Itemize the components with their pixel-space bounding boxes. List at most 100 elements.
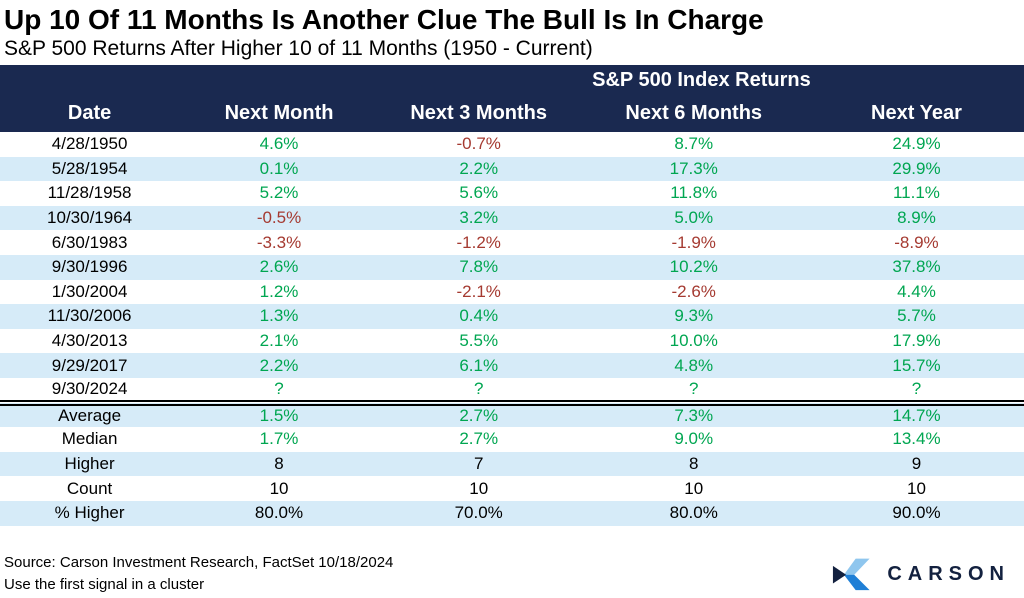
summary-label: Median — [61, 429, 118, 449]
table-row: 4/28/1950 4.6% -0.7% 8.7% 24.9% — [0, 132, 1024, 157]
value-cell: 2.2% — [259, 355, 299, 375]
value-cell: -0.7% — [456, 134, 501, 154]
date-cell: 11/28/1958 — [47, 183, 132, 203]
value-cell: 5.7% — [897, 306, 936, 326]
value-cell: 13.4% — [892, 429, 941, 449]
col-header-next-6-months: Next 6 Months — [578, 95, 809, 132]
column-header-row: Date Next Month Next 3 Months Next 6 Mon… — [0, 95, 1024, 132]
value-cell: 5.6% — [459, 183, 499, 203]
value-cell: 0.4% — [459, 306, 499, 326]
group-header: S&P 500 Index Returns — [378, 65, 1024, 95]
value-cell: 11.1% — [892, 183, 940, 203]
value-cell: 7.3% — [578, 399, 809, 428]
value-cell: -2.1% — [456, 281, 501, 301]
value-cell: 8 — [688, 454, 699, 474]
carson-logo: CARSON — [830, 553, 1010, 595]
summary-row: Median 1.7% 2.7% 9.0% 13.4% — [0, 427, 1024, 452]
value-cell: 2.7% — [459, 429, 499, 449]
value-cell: 9.3% — [674, 306, 714, 326]
value-cell: 1.3% — [259, 306, 299, 326]
infographic: Up 10 Of 11 Months Is Another Clue The B… — [0, 4, 1024, 593]
value-cell: 2.6% — [259, 257, 299, 277]
value-cell: 1.5% — [179, 399, 379, 428]
value-cell: 4.4% — [897, 281, 936, 301]
col-header-next-year: Next Year — [808, 95, 1024, 132]
date-cell: 4/30/2013 — [51, 331, 128, 351]
table-row: 1/30/2004 1.2% -2.1% -2.6% 4.4% — [0, 279, 1024, 305]
date-cell: 5/28/1954 — [51, 158, 128, 178]
value-cell: ? — [274, 378, 284, 398]
col-header-date: Date — [0, 95, 180, 132]
date-cell: 4/28/1950 — [51, 134, 128, 154]
summary-label: Average — [0, 399, 180, 428]
group-header-row: S&P 500 Index Returns — [0, 65, 1024, 95]
source-text: Source: Carson Investment Research, Fact… — [4, 554, 394, 571]
table-row: 11/30/2006 1.3% 0.4% 9.3% 5.7% — [0, 304, 1024, 329]
value-cell: 5.2% — [259, 183, 299, 203]
value-cell: ? — [688, 378, 699, 398]
value-cell: 5.5% — [459, 331, 499, 351]
date-cell: 11/30/2006 — [47, 306, 132, 326]
carson-logo-icon — [833, 558, 870, 591]
summary-label: % Higher — [54, 503, 125, 523]
value-cell: ? — [911, 378, 922, 398]
value-cell: 80.0% — [669, 503, 718, 523]
group-header-spacer — [0, 65, 379, 95]
value-cell: 10.2% — [669, 257, 718, 277]
returns-table-body: 4/28/1950 4.6% -0.7% 8.7% 24.9% 5/28/1954 0.1%… — [0, 132, 1024, 526]
value-cell: 11.8% — [670, 183, 718, 203]
value-cell: 17.9% — [892, 331, 941, 351]
page-title: Up 10 Of 11 Months Is Another Clue The B… — [4, 4, 764, 35]
value-cell: 80.0% — [254, 503, 304, 523]
returns-table: S&P 500 Index Returns Date Next Month Ne… — [0, 65, 1024, 526]
date-cell: 6/30/1983 — [51, 232, 128, 252]
date-cell: 10/30/1964 — [47, 208, 133, 228]
value-cell: 8.7% — [674, 134, 714, 154]
value-cell: 10.0% — [669, 331, 718, 351]
table-row: 11/28/1958 5.2% 5.6% 11.8% 11.1% — [0, 181, 1024, 206]
date-cell: 9/29/2017 — [51, 355, 128, 375]
value-cell: ? — [473, 378, 484, 398]
value-cell: 37.8% — [892, 257, 941, 277]
table-header: S&P 500 Index Returns Date Next Month Ne… — [0, 65, 1024, 132]
value-cell: -0.5% — [256, 208, 302, 228]
value-cell: 10 — [907, 478, 926, 498]
value-cell: -2.6% — [671, 281, 716, 301]
value-cell: 1.2% — [259, 281, 299, 301]
value-cell: 9 — [911, 454, 922, 474]
footer: Source: Carson Investment Research, Fact… — [0, 552, 1024, 596]
value-cell: -8.9% — [894, 232, 939, 252]
value-cell: 15.7% — [892, 355, 941, 375]
value-cell: 17.3% — [669, 158, 718, 178]
value-cell: 4.6% — [259, 134, 299, 154]
col-header-next-month: Next Month — [179, 95, 379, 132]
value-cell: 2.1% — [259, 331, 299, 351]
value-cell: -1.2% — [456, 232, 501, 252]
table-row: 6/30/1983 -3.3% -1.2% -1.9% -8.9% — [0, 230, 1024, 255]
table-row: 5/28/1954 0.1% 2.2% 17.3% 29.9% — [0, 156, 1024, 182]
value-cell: 8.9% — [897, 208, 936, 228]
page-subtitle: S&P 500 Returns After Higher 10 of 11 Mo… — [4, 37, 593, 60]
value-cell: 0.1% — [259, 158, 299, 178]
date-cell: 9/30/1996 — [51, 257, 128, 277]
value-cell: -1.9% — [671, 232, 716, 252]
value-cell: 5.0% — [674, 208, 714, 228]
footer-text: Source: Carson Investment Research, Fact… — [4, 552, 393, 596]
col-header-next-3-months: Next 3 Months — [378, 95, 579, 132]
footnote-text: Use the first signal in a cluster — [4, 576, 205, 593]
value-cell: 10 — [269, 478, 289, 498]
value-cell: 2.2% — [459, 158, 499, 178]
value-cell: 7.8% — [459, 257, 499, 277]
summary-row: % Higher 80.0% 70.0% 80.0% 90.0% — [0, 500, 1024, 526]
value-cell: 70.0% — [454, 503, 503, 523]
value-cell: 14.7% — [808, 399, 1024, 428]
date-cell: 9/30/2024 — [51, 378, 128, 398]
value-cell: 2.7% — [378, 399, 579, 428]
value-cell: 10 — [684, 478, 704, 498]
carson-logo-text: CARSON — [887, 562, 1010, 585]
table-row: 4/30/2013 2.1% 5.5% 10.0% 17.9% — [0, 328, 1024, 354]
value-cell: 7 — [473, 454, 484, 474]
table-row: 10/30/1964 -0.5% 3.2% 5.0% 8.9% — [0, 205, 1024, 231]
value-cell: 6.1% — [459, 355, 499, 375]
summary-label: Higher — [64, 454, 115, 474]
